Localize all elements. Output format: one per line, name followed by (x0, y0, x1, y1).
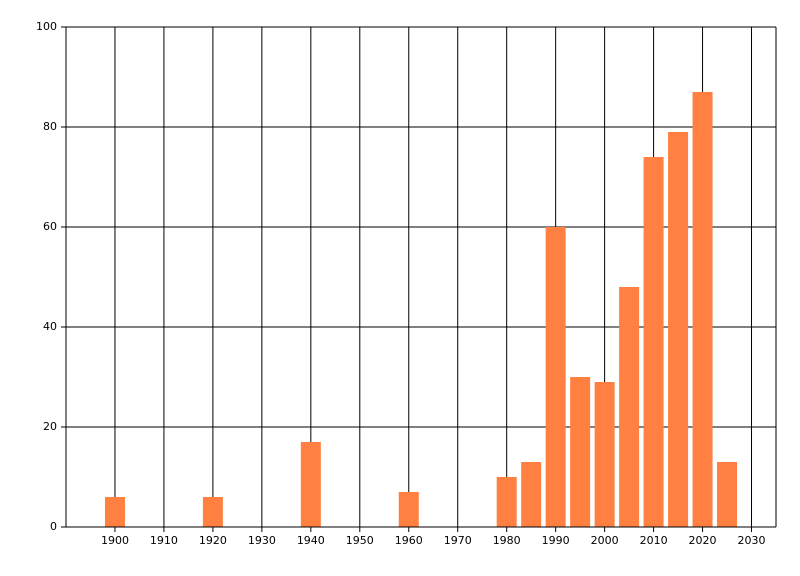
bar (202, 497, 223, 527)
bar (104, 497, 125, 527)
bar (668, 132, 689, 527)
y-tick-label: 100 (36, 20, 57, 33)
y-tick-label: 40 (43, 320, 57, 333)
x-tick-label: 2010 (640, 534, 668, 547)
x-tick-label: 1960 (395, 534, 423, 547)
bar (619, 287, 640, 527)
y-tick-label: 0 (50, 520, 57, 533)
y-tick-label: 20 (43, 420, 57, 433)
x-tick-label: 1900 (101, 534, 129, 547)
x-tick-label: 1910 (150, 534, 178, 547)
bar (545, 227, 566, 527)
y-tick-label: 60 (43, 220, 57, 233)
x-tick-label: 1970 (444, 534, 472, 547)
bar (594, 382, 615, 527)
x-tick-label: 1920 (199, 534, 227, 547)
bar (692, 92, 713, 527)
x-tick-label: 2020 (689, 534, 717, 547)
x-tick-label: 2030 (738, 534, 766, 547)
x-tick-label: 1990 (542, 534, 570, 547)
x-tick-label: 1980 (493, 534, 521, 547)
bar (300, 442, 321, 527)
bar (521, 462, 542, 527)
bar (496, 477, 517, 527)
y-tick-label: 80 (43, 120, 57, 133)
bar (643, 157, 664, 527)
bar (570, 377, 591, 527)
x-tick-label: 1940 (297, 534, 325, 547)
bar (717, 462, 738, 527)
bar (398, 492, 419, 527)
x-tick-label: 1950 (346, 534, 374, 547)
x-tick-label: 1930 (248, 534, 276, 547)
x-tick-label: 2000 (591, 534, 619, 547)
